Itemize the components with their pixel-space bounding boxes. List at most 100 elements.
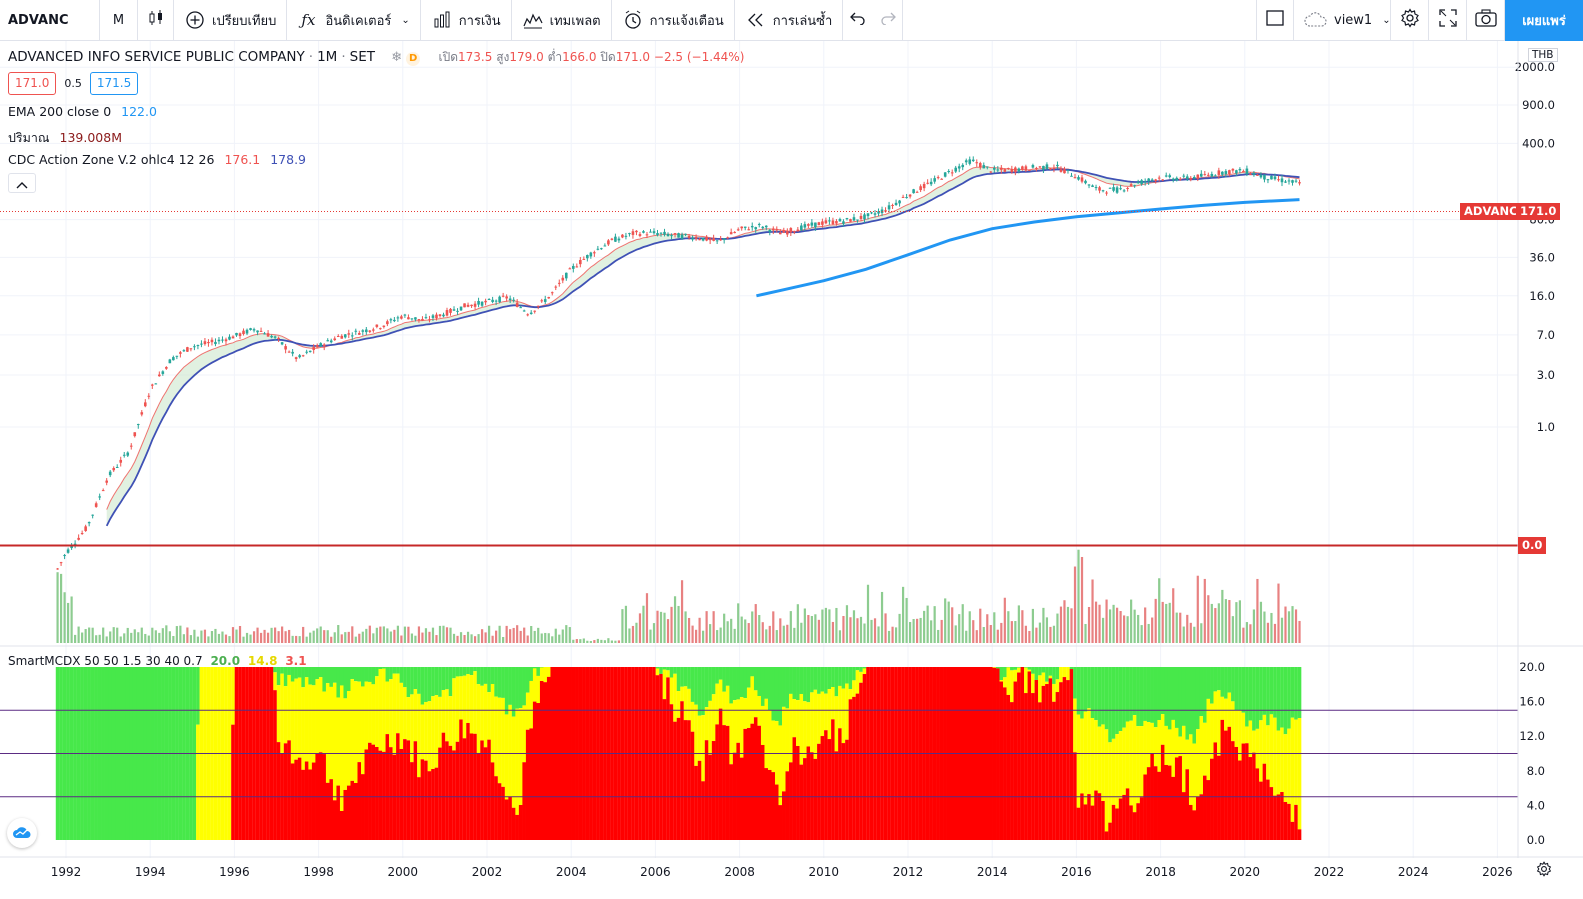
- settings-button[interactable]: [1391, 0, 1429, 41]
- mcdx-red-bar: [536, 703, 541, 840]
- volume-bar: [428, 631, 431, 643]
- candle-body: [112, 468, 116, 471]
- volume-bar: [302, 626, 305, 643]
- candle-body: [498, 296, 501, 303]
- volume-bar: [923, 610, 926, 643]
- volume-bar: [607, 638, 610, 643]
- interval-button[interactable]: M: [100, 0, 138, 41]
- mcdx-yellow-bar: [789, 693, 793, 763]
- mcdx-green-bar: [339, 667, 344, 686]
- time-axis-label: 2012: [893, 865, 924, 879]
- mcdx-red-bar: [273, 690, 277, 840]
- oscillator-axis-label: 12.0: [1519, 729, 1545, 743]
- mcdx-red-bar: [543, 682, 548, 840]
- candle-body: [771, 228, 775, 231]
- symbol-search-button[interactable]: ADVANC: [0, 0, 100, 41]
- mcdx-yellow-bar: [767, 710, 772, 770]
- candle-body: [1157, 177, 1161, 179]
- publish-button[interactable]: เผยแพร่: [1505, 0, 1583, 41]
- chart-canvas[interactable]: 1992 1994 1996 1998 2000 2002 2004 2006 2008 2010…: [0, 41, 1583, 899]
- layout-toggle-button[interactable]: [1256, 0, 1294, 41]
- indicators-button[interactable]: ƒx อินดิเคเตอร์ ⌄: [287, 0, 421, 41]
- mcdx-red-bar: [1174, 757, 1179, 840]
- candle-body: [308, 350, 312, 353]
- snapshot-button[interactable]: [1467, 0, 1505, 41]
- mcdx-yellow-bar: [838, 685, 842, 729]
- volume-legend[interactable]: ปริมาณ 139.008M: [8, 128, 122, 148]
- candle-body: [477, 300, 480, 305]
- mcdx-yellow-bar: [406, 697, 411, 741]
- mcdx-red-bar: [431, 769, 435, 840]
- mcdx-yellow-bar: [1006, 667, 1011, 695]
- mcdx-green-bar: [301, 667, 305, 688]
- mcdx-green-bar: [729, 667, 733, 704]
- gear-icon: [1400, 8, 1420, 32]
- candle-body: [449, 308, 452, 313]
- volume-bar: [81, 632, 84, 643]
- mcdx-red-bar: [666, 677, 670, 840]
- volume-bar: [382, 626, 385, 643]
- rectangle-icon: [1266, 10, 1284, 30]
- volume-bar: [1291, 606, 1294, 643]
- candle-body: [912, 189, 915, 194]
- sell-price-button[interactable]: 171.0: [8, 72, 57, 95]
- volume-bar: [449, 627, 452, 643]
- candle-body: [122, 454, 126, 456]
- mcdx-yellow-bar: [301, 687, 305, 770]
- candle-body: [172, 357, 175, 361]
- candle-body: [273, 336, 277, 338]
- candle-body: [838, 219, 842, 222]
- candle-body: [621, 234, 624, 238]
- smart-mcdx-legend[interactable]: SmartMCDX 50 50 1.5 30 40 0.7 20.0 14.8 …: [8, 654, 307, 668]
- mcdx-red-bar: [1241, 743, 1246, 840]
- candle-body: [217, 339, 221, 342]
- candle-body: [1003, 169, 1007, 172]
- candle-body: [515, 302, 519, 307]
- price-axis-label: 400.0: [1522, 136, 1555, 150]
- buy-price-button[interactable]: 171.5: [89, 72, 139, 95]
- candle-body: [719, 239, 722, 241]
- replay-button[interactable]: การเล่นซ้ำ: [735, 0, 844, 41]
- compare-button[interactable]: เปรียบเทียบ: [174, 0, 288, 41]
- mcdx-red-bar: [297, 757, 302, 840]
- smart-yellow-value: 14.8: [247, 654, 278, 668]
- currency-label[interactable]: THB: [1528, 48, 1558, 62]
- chart-settings-button[interactable]: [1534, 861, 1554, 881]
- templates-button[interactable]: เทมเพลต: [512, 0, 612, 41]
- tradingview-logo[interactable]: [7, 818, 37, 848]
- mcdx-yellow-bar: [803, 701, 807, 759]
- mcdx-green-bar: [1143, 667, 1147, 721]
- volume-bar: [1151, 617, 1154, 643]
- alerts-button[interactable]: การแจ้งเตือน: [612, 0, 735, 41]
- mcdx-green-bar: [375, 667, 379, 677]
- mcdx-red-bar: [1287, 803, 1291, 840]
- volume-bar: [91, 627, 94, 643]
- mcdx-yellow-bar: [1178, 736, 1183, 757]
- chart-style-button[interactable]: [138, 0, 174, 41]
- mcdx-green-bar: [1276, 667, 1281, 731]
- mcdx-yellow-bar: [466, 674, 470, 723]
- redo-icon: [880, 11, 896, 29]
- price-candles: [56, 156, 1301, 570]
- ema-legend[interactable]: EMA 200 close 0 122.0: [8, 104, 157, 119]
- volume-bar: [379, 626, 382, 643]
- mcdx-yellow-bar: [1203, 722, 1207, 776]
- candle-body: [550, 292, 554, 294]
- mcdx-yellow-bar: [746, 687, 751, 728]
- undo-button[interactable]: [843, 0, 873, 41]
- volume-bar: [119, 636, 122, 643]
- mcdx-yellow-bar: [1245, 726, 1249, 744]
- candle-body: [1147, 178, 1150, 182]
- ohlc-values: เปิด173.5 สูง179.0 ต่ำ166.0 ปิด171.0 −2.…: [438, 50, 744, 64]
- candle-body: [1038, 166, 1042, 168]
- layout-menu-button[interactable]: view1 ⌄: [1294, 0, 1391, 41]
- candle-body: [473, 303, 477, 307]
- mcdx-red-bar: [1111, 804, 1116, 840]
- financials-button[interactable]: การเงิน: [421, 0, 512, 41]
- volume-bar: [459, 632, 463, 643]
- mcdx-yellow-bar: [361, 686, 365, 775]
- cdc-legend[interactable]: CDC Action Zone V.2 ohlc4 12 26 176.1 17…: [8, 152, 306, 167]
- collapse-legend-button[interactable]: [8, 173, 36, 193]
- redo-button[interactable]: [873, 0, 904, 41]
- fullscreen-button[interactable]: [1429, 0, 1467, 41]
